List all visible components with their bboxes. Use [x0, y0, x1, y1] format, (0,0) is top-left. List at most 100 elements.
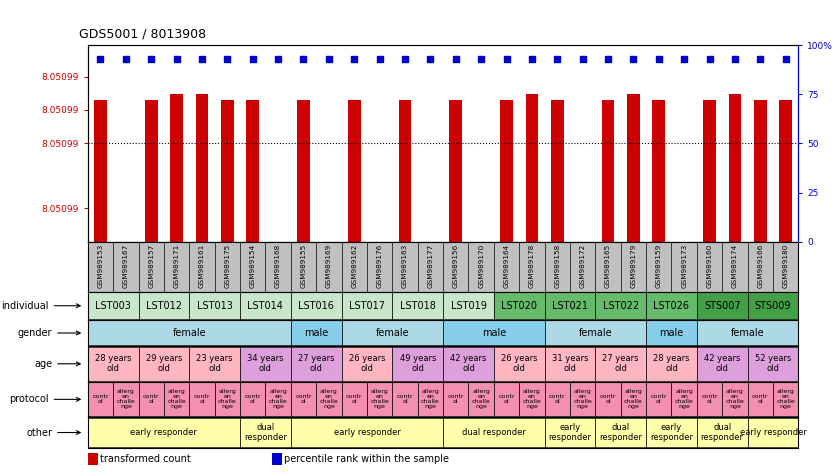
- Bar: [595, 292, 646, 319]
- Text: 29 years
old: 29 years old: [145, 355, 182, 373]
- Bar: [342, 382, 367, 417]
- Text: female: female: [375, 328, 409, 338]
- Point: [728, 55, 742, 63]
- Text: protocol: protocol: [9, 394, 80, 404]
- Text: LST013: LST013: [196, 301, 232, 311]
- Point: [677, 55, 691, 63]
- Bar: [773, 382, 798, 417]
- Text: GSM989166: GSM989166: [757, 244, 763, 289]
- Text: gender: gender: [18, 328, 80, 338]
- Text: allerg
en
challe
nge: allerg en challe nge: [218, 389, 237, 410]
- Text: male: male: [482, 328, 506, 338]
- Text: GSM989172: GSM989172: [579, 244, 586, 289]
- Point: [348, 55, 361, 63]
- Point: [170, 55, 183, 63]
- Point: [196, 55, 209, 63]
- Bar: [646, 382, 671, 417]
- Text: GSM989165: GSM989165: [605, 244, 611, 289]
- Text: contr
ol: contr ol: [752, 394, 768, 404]
- Bar: [392, 382, 418, 417]
- Bar: [747, 418, 798, 447]
- Bar: [627, 94, 640, 242]
- Text: allerg
en
challe
nge: allerg en challe nge: [522, 389, 541, 410]
- Point: [449, 55, 462, 63]
- Bar: [139, 382, 164, 417]
- Text: male: male: [304, 328, 329, 338]
- Text: GSM989158: GSM989158: [554, 244, 560, 289]
- Point: [322, 55, 335, 63]
- Bar: [646, 320, 697, 346]
- Text: male: male: [660, 328, 684, 338]
- Text: contr
ol: contr ol: [397, 394, 413, 404]
- Text: GSM989175: GSM989175: [224, 244, 231, 289]
- Bar: [544, 418, 595, 447]
- Text: STS009: STS009: [755, 301, 791, 311]
- Bar: [595, 418, 646, 447]
- Bar: [145, 100, 157, 242]
- Bar: [291, 418, 443, 447]
- Bar: [88, 320, 291, 346]
- Point: [551, 55, 564, 63]
- Point: [272, 55, 285, 63]
- Bar: [722, 382, 747, 417]
- Bar: [602, 100, 614, 242]
- Bar: [291, 382, 316, 417]
- Bar: [240, 347, 291, 381]
- Text: LST020: LST020: [502, 301, 538, 311]
- Text: STS007: STS007: [704, 301, 741, 311]
- Text: allerg
en
challe
nge: allerg en challe nge: [675, 389, 694, 410]
- Point: [576, 55, 589, 63]
- Bar: [570, 382, 595, 417]
- Bar: [729, 94, 742, 242]
- Text: LST021: LST021: [552, 301, 588, 311]
- Bar: [291, 347, 342, 381]
- Text: contr
ol: contr ol: [498, 394, 515, 404]
- Bar: [342, 347, 392, 381]
- Text: female: female: [172, 328, 206, 338]
- Text: early
responder: early responder: [650, 423, 693, 442]
- Text: dual
responder: dual responder: [701, 423, 744, 442]
- Text: early
responder: early responder: [548, 423, 592, 442]
- Bar: [697, 382, 722, 417]
- Text: GSM989160: GSM989160: [706, 244, 712, 289]
- Point: [779, 55, 793, 63]
- Text: age: age: [34, 359, 80, 369]
- Bar: [316, 382, 342, 417]
- Bar: [196, 94, 208, 242]
- Bar: [247, 100, 259, 242]
- Text: 26 years
old: 26 years old: [501, 355, 538, 373]
- Point: [221, 55, 234, 63]
- Text: 28 years
old: 28 years old: [653, 355, 690, 373]
- Text: contr
ol: contr ol: [194, 394, 210, 404]
- Text: allerg
en
challe
nge: allerg en challe nge: [268, 389, 288, 410]
- Bar: [544, 382, 570, 417]
- Bar: [494, 382, 519, 417]
- Bar: [450, 100, 462, 242]
- Bar: [189, 292, 240, 319]
- Text: GSM989161: GSM989161: [199, 244, 205, 289]
- Text: female: female: [731, 328, 764, 338]
- Text: allerg
en
challe
nge: allerg en challe nge: [421, 389, 440, 410]
- Bar: [551, 100, 563, 242]
- Point: [94, 55, 107, 63]
- Bar: [443, 382, 468, 417]
- Bar: [500, 100, 512, 242]
- Bar: [265, 382, 291, 417]
- Point: [627, 55, 640, 63]
- Text: contr
ol: contr ol: [92, 394, 109, 404]
- Bar: [392, 347, 443, 381]
- Text: 52 years
old: 52 years old: [755, 355, 791, 373]
- Point: [652, 55, 665, 63]
- Bar: [164, 382, 189, 417]
- Text: GSM989164: GSM989164: [503, 244, 509, 289]
- Bar: [747, 347, 798, 381]
- Bar: [697, 292, 747, 319]
- Text: GSM989180: GSM989180: [782, 244, 788, 289]
- Text: contr
ol: contr ol: [549, 394, 565, 404]
- Text: GSM989170: GSM989170: [478, 244, 484, 289]
- Point: [246, 55, 259, 63]
- Bar: [754, 100, 767, 242]
- Text: transformed count: transformed count: [100, 454, 191, 464]
- Bar: [189, 382, 215, 417]
- Bar: [468, 382, 494, 417]
